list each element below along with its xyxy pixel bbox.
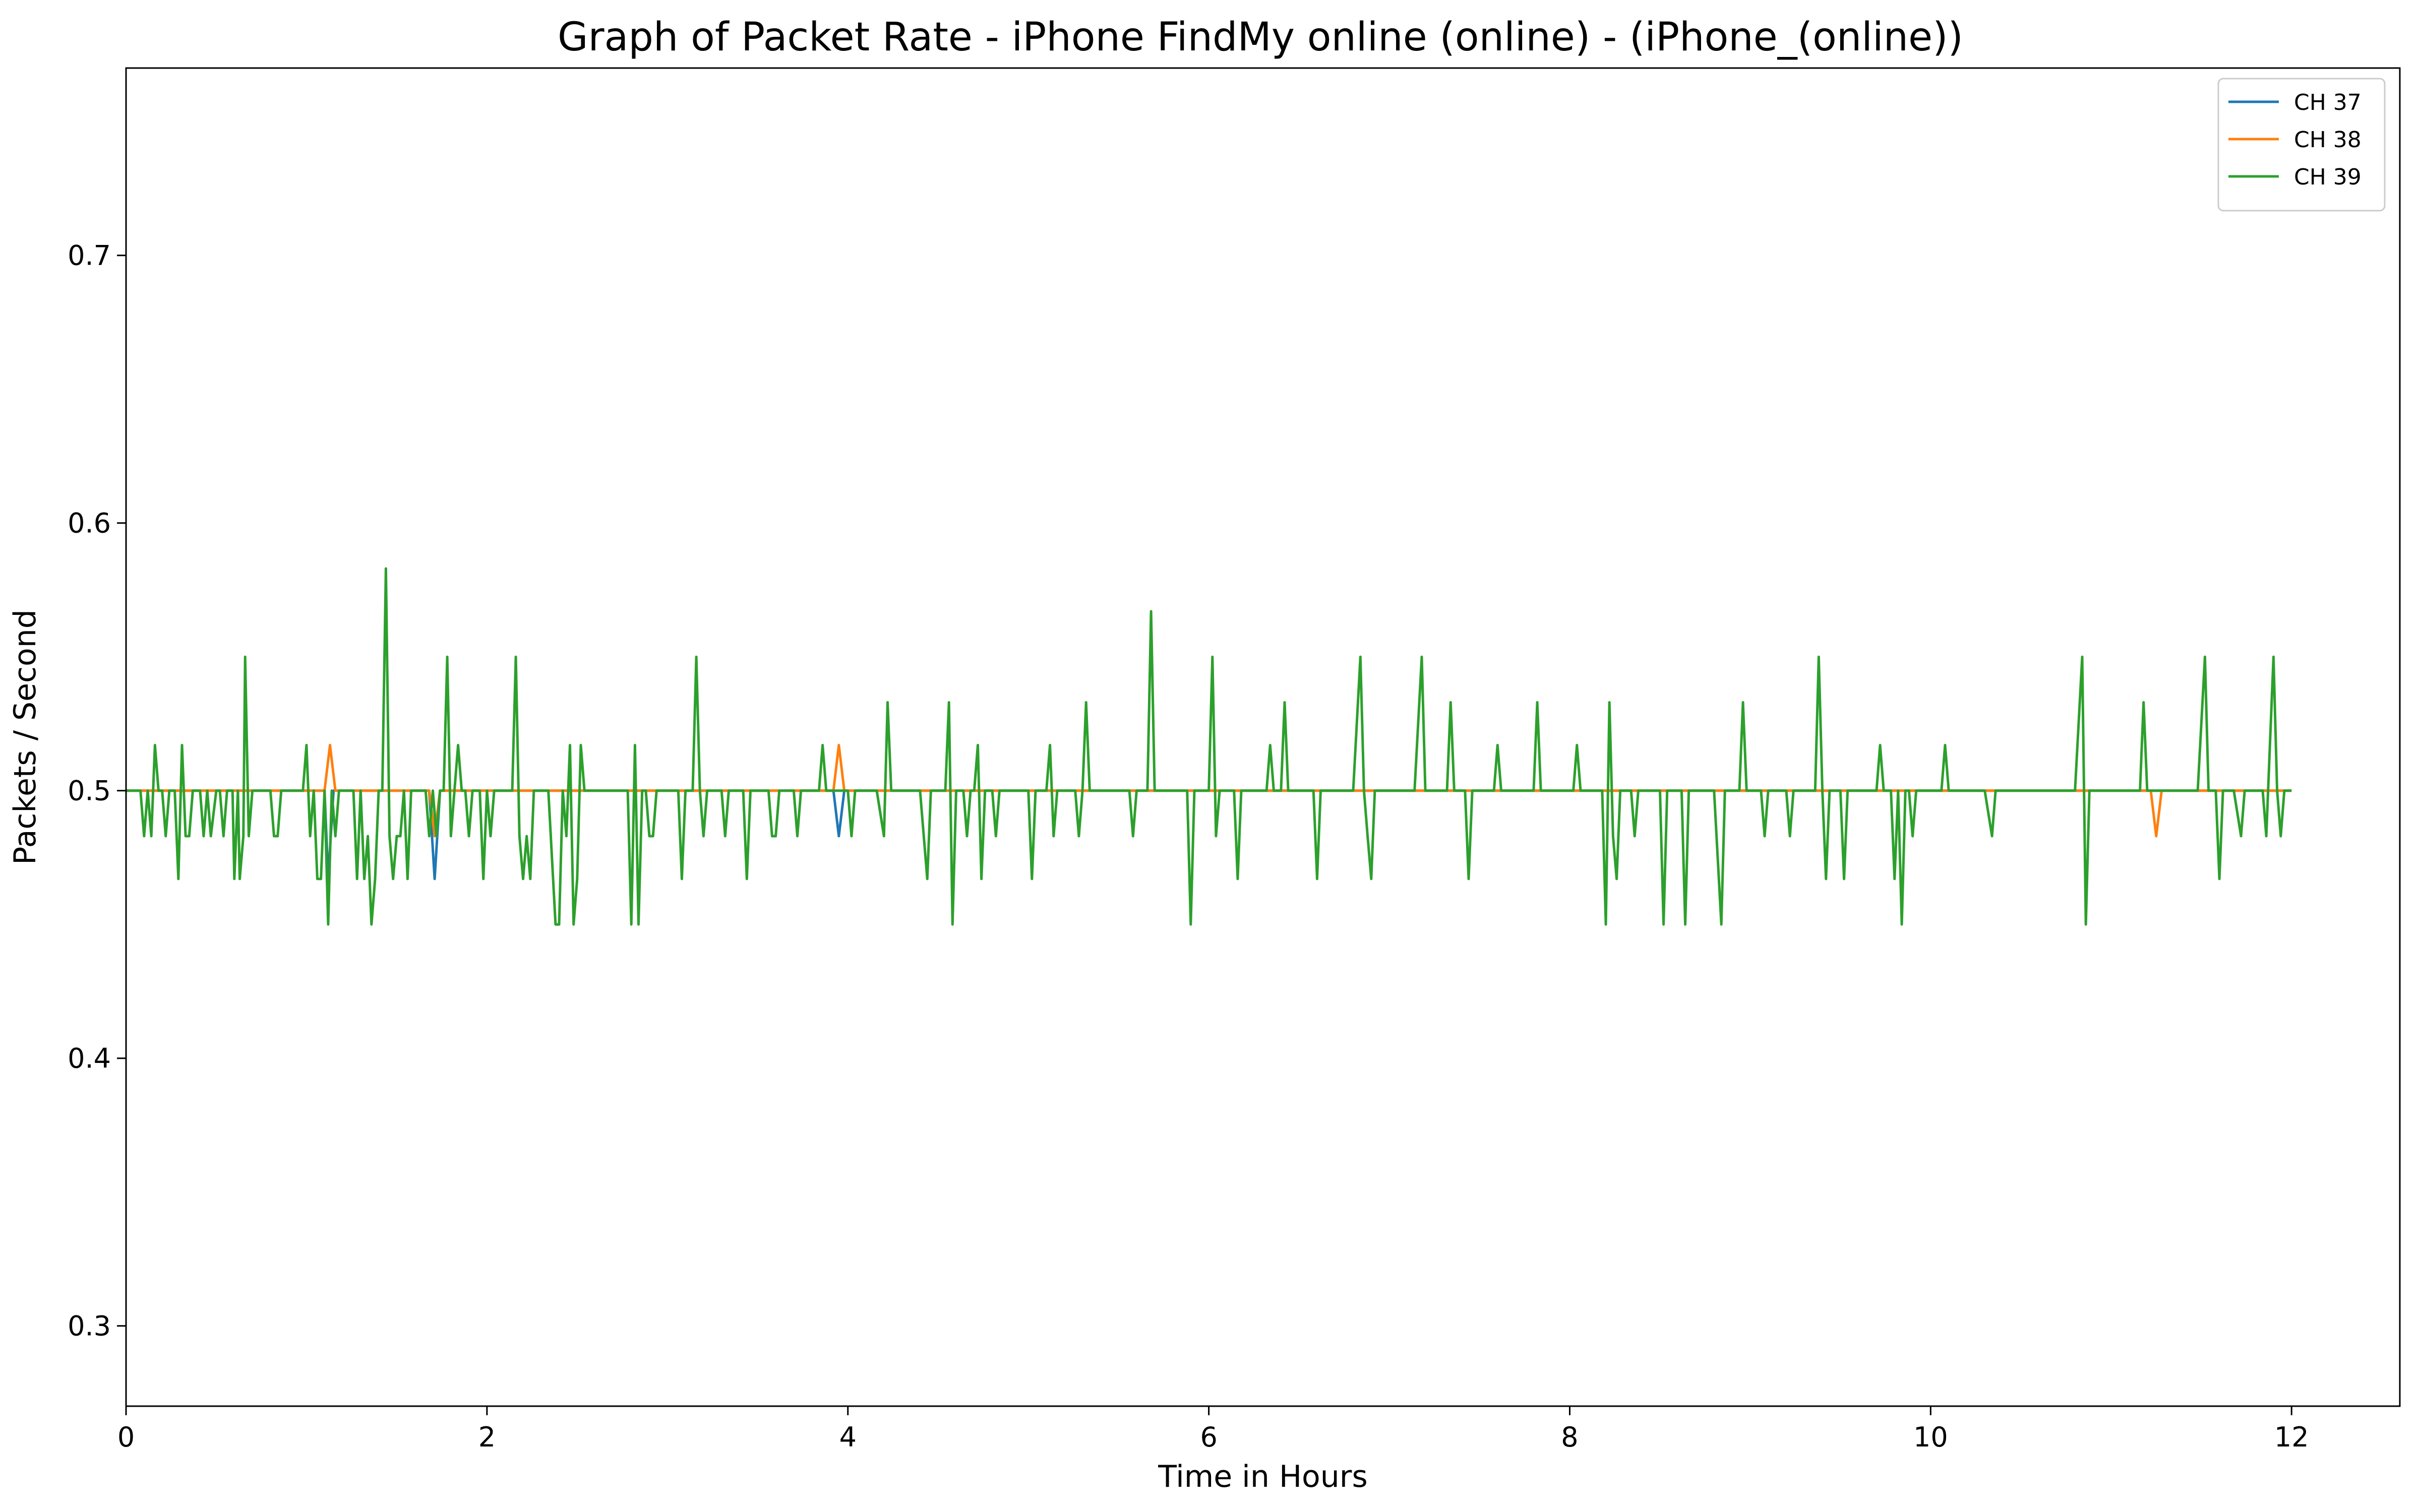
x-tick-label: 4 [839, 1421, 857, 1453]
x-tick-label: 12 [2274, 1421, 2309, 1453]
x-tick-label: 0 [117, 1421, 135, 1453]
x-tick-label: 8 [1561, 1421, 1578, 1453]
x-axis-title: Time in Hours [1158, 1459, 1367, 1494]
plot-frame [125, 67, 2401, 1407]
y-axis-title: Packets / Second [8, 609, 43, 865]
legend: CH 37 CH 38 CH 39 [2217, 78, 2386, 212]
y-tick-label: 0.4 [68, 1043, 111, 1075]
y-tick-label: 0.3 [68, 1310, 111, 1342]
x-tick-label: 2 [478, 1421, 496, 1453]
legend-label: CH 37 [2294, 90, 2362, 115]
x-axis: 0 2 4 6 8 10 12 [117, 1406, 2309, 1453]
legend-label: CH 39 [2294, 164, 2362, 190]
y-tick-label: 0.5 [68, 775, 111, 807]
chart-title: Graph of Packet Rate - iPhone FindMy onl… [558, 15, 1963, 60]
series-line-ch-39 [126, 567, 2292, 926]
x-tick-label: 6 [1200, 1421, 1217, 1453]
y-axis: 0.3 0.4 0.5 0.6 0.7 [68, 240, 126, 1342]
y-tick-label: 0.6 [68, 508, 111, 539]
plot-area [126, 567, 2292, 926]
x-tick-label: 10 [1913, 1421, 1948, 1453]
y-tick-label: 0.7 [68, 240, 111, 272]
legend-label: CH 38 [2294, 127, 2362, 153]
